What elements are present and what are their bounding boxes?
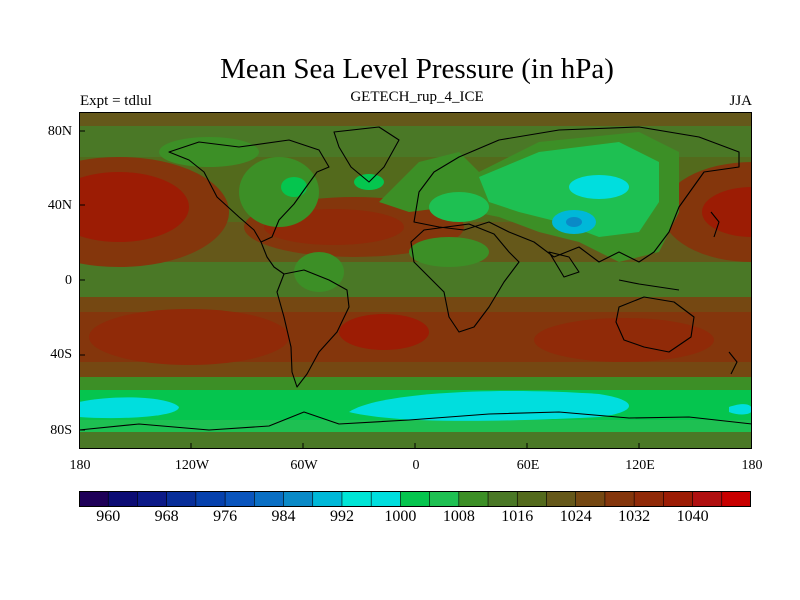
south-america-low [294,252,344,292]
colorbar-cell [692,491,723,507]
colorbar-cell [604,491,635,507]
greenland-low-spot [281,177,307,197]
lat-tick-40s: 40S [50,347,72,362]
southern-ocean-trough-dateline [729,404,752,415]
colorbar-cell [195,491,226,507]
coastlines [79,126,752,431]
season-label: JJA [729,93,752,109]
colorbar-cell [633,491,665,507]
colorbar-cell [400,491,431,507]
coastline-india [548,251,580,278]
lon-tick-60w: 60W [290,458,318,473]
colorbar-cell [166,491,197,507]
coastline-central-america [260,241,285,275]
lon-tick-0: 0 [412,458,420,473]
lon-tick-120w: 120W [174,458,210,473]
colorbar [79,491,751,507]
south-pacific-high [89,309,289,365]
colorbar-label: 1000 [384,508,417,525]
lat-tick-80s: 80S [50,423,72,438]
colorbar-cell [458,491,489,507]
asian-low-middle [479,142,659,237]
colorbar-label: 1024 [559,508,592,525]
colorbar-cell [341,491,372,507]
southern-ocean-trough-east [349,391,629,421]
colorbar-label: 960 [96,508,121,525]
coastline-greenland [333,126,400,183]
coastline-antarctica [79,411,752,431]
colorbar-cell [721,491,751,507]
colorbar-label: 1008 [442,508,475,525]
north-america-low [239,157,319,227]
pressure-band-antarctica [79,432,752,449]
colorbar-cell [312,491,343,507]
colorbar-cell [224,491,256,507]
asian-low-core-north [569,175,629,199]
colorbar-cell [546,491,577,507]
colorbar-label: 1032 [618,508,651,525]
pressure-band-antarctic-coast [79,420,752,434]
colorbar-label: 984 [271,508,296,525]
colorbar-cells [79,491,751,507]
map-subtitle: GETECH_rup_4_ICE [350,89,484,105]
colorbar-cell [487,491,519,507]
colorbar-label: 1016 [501,508,534,525]
colorbar-cell [429,491,460,507]
coastline-japan [710,211,720,238]
coastline-new-zealand [728,351,738,375]
pressure-band-polar [79,112,752,126]
colorbar-cell [370,491,402,507]
coastline-eurasia [413,126,740,263]
experiment-label: Expt = tdlul [80,93,152,109]
coastline-australia [615,296,695,353]
colorbar-label: 992 [329,508,354,525]
north-pacific-high-east-core [702,187,752,237]
colorbar-frame [79,491,751,507]
coastline-africa [410,223,520,333]
colorbar-cell [575,491,606,507]
north-pacific-low [159,137,259,167]
colorbar-cell [107,491,139,507]
map-title: Mean Sea Level Pressure (in hPa) [220,53,614,85]
lat-tick-80n: 80N [47,124,72,139]
asian-low-core-center [566,217,582,227]
coastline-indonesia [618,279,680,291]
lon-tick-180w: 180 [69,458,91,473]
colorbar-cell [137,491,168,507]
lon-tick-180e: 180 [741,458,763,473]
north-pacific-high-core [79,172,189,242]
colorbar-cell [79,491,110,507]
pressure-band-midlat-s [79,377,752,392]
colorbar-cell [516,491,548,507]
asian-low-inner-west [429,192,489,222]
coastline-north-america [168,139,330,243]
coastline-south-america [276,269,350,388]
south-atlantic-high [339,314,429,350]
lat-tick-40n: 40N [47,198,72,213]
pressure-band-tropics [79,262,752,297]
pressure-map [79,112,752,449]
colorbar-cell [254,491,285,507]
southern-ocean-trough-west [79,397,179,419]
lat-tick-0: 0 [65,273,72,288]
colorbar-cell [663,491,694,507]
africa-low [409,237,489,267]
colorbar-label: 968 [154,508,179,525]
colorbar-label: 976 [213,508,238,525]
map-ticks [79,130,640,449]
colorbar-cell [283,491,314,507]
lon-tick-60e: 60E [516,458,540,473]
colorbar-label: 1040 [676,508,709,525]
lon-tick-120e: 120E [625,458,655,473]
